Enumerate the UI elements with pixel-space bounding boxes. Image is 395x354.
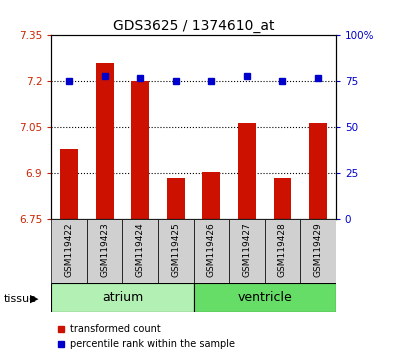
Text: GSM119428: GSM119428 [278, 223, 287, 278]
Text: GSM119429: GSM119429 [314, 223, 322, 278]
Title: GDS3625 / 1374610_at: GDS3625 / 1374610_at [113, 19, 274, 33]
Bar [96, 63, 114, 219]
Text: GSM119427: GSM119427 [243, 223, 251, 278]
FancyBboxPatch shape [87, 219, 122, 283]
FancyBboxPatch shape [300, 219, 336, 283]
FancyBboxPatch shape [122, 219, 158, 283]
FancyBboxPatch shape [51, 219, 87, 283]
Bar [131, 81, 149, 219]
FancyBboxPatch shape [194, 219, 229, 283]
FancyBboxPatch shape [265, 219, 300, 283]
Bar [238, 123, 256, 219]
Text: ▶: ▶ [30, 294, 38, 304]
Text: tissue: tissue [4, 294, 37, 304]
Bar [274, 178, 292, 219]
Bar [167, 178, 184, 219]
FancyBboxPatch shape [229, 219, 265, 283]
Text: GSM119423: GSM119423 [100, 223, 109, 278]
Bar [60, 149, 78, 219]
Text: GSM119426: GSM119426 [207, 223, 216, 278]
FancyBboxPatch shape [158, 219, 194, 283]
Text: atrium: atrium [102, 291, 143, 304]
FancyBboxPatch shape [51, 283, 194, 312]
Text: GSM119424: GSM119424 [136, 223, 145, 277]
Text: GSM119422: GSM119422 [65, 223, 73, 277]
Legend: transformed count, percentile rank within the sample: transformed count, percentile rank withi… [56, 324, 235, 349]
Bar [309, 123, 327, 219]
Text: GSM119425: GSM119425 [171, 223, 180, 278]
FancyBboxPatch shape [194, 283, 336, 312]
Text: ventricle: ventricle [237, 291, 292, 304]
Bar [202, 172, 220, 219]
